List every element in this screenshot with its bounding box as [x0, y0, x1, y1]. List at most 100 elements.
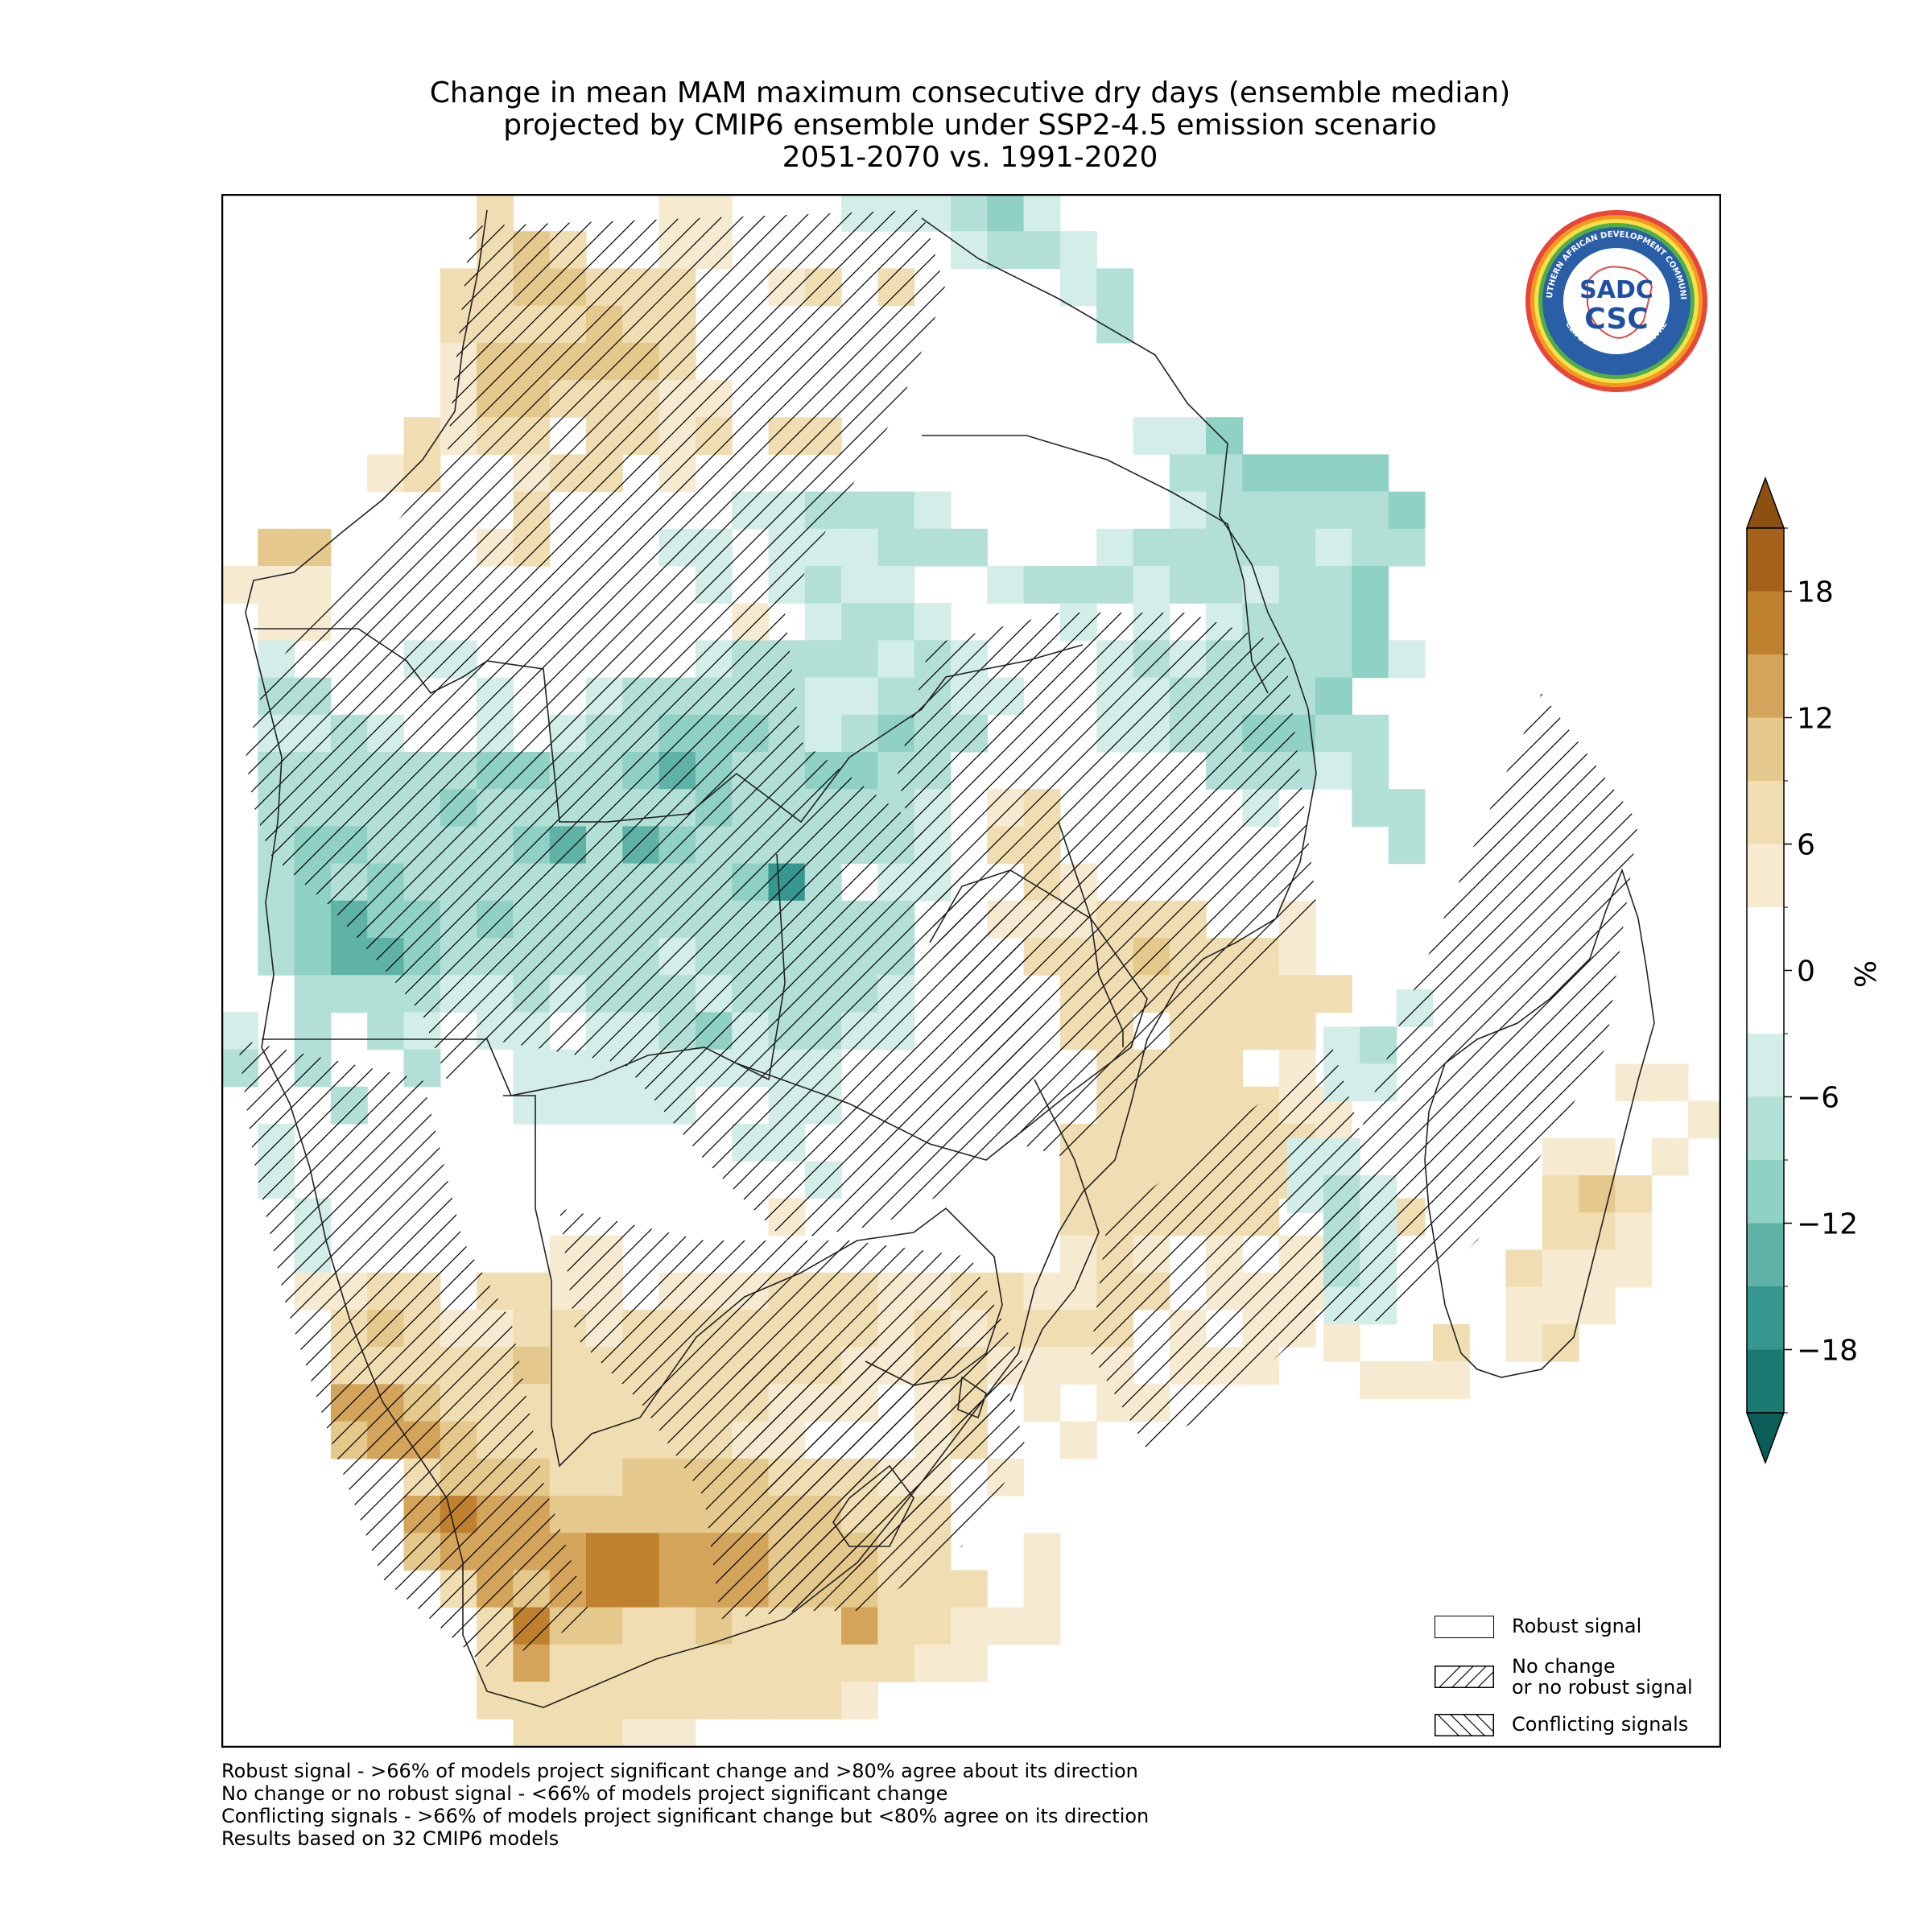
legend-swatch-no-change	[1435, 1666, 1494, 1688]
heatmap-cell	[294, 900, 332, 939]
heatmap-cell	[294, 528, 332, 567]
heatmap-cell	[1396, 1361, 1434, 1399]
heatmap-cell	[1059, 1235, 1097, 1274]
heatmap-cell	[586, 1421, 623, 1459]
heatmap-cell	[1059, 268, 1097, 307]
heatmap-cell	[330, 938, 368, 976]
heatmap-cell	[1023, 1384, 1061, 1422]
heatmap-cell	[841, 1607, 878, 1645]
heatmap-cell	[804, 677, 842, 716]
colorbar-bin	[1747, 970, 1784, 1034]
hatching-layer	[237, 210, 1638, 1667]
heatmap-cell	[841, 491, 878, 530]
heatmap-cell	[1388, 640, 1426, 679]
heatmap-cell	[1388, 826, 1426, 865]
heatmap-cell	[877, 1644, 915, 1682]
heatmap-cell	[1023, 1607, 1061, 1645]
heatmap-cell	[1278, 975, 1316, 1013]
heatmap-cell	[1579, 1249, 1616, 1288]
heatmap-cell	[841, 1682, 878, 1719]
heatmap-cell	[1023, 1533, 1061, 1571]
heatmap-cell	[367, 1012, 405, 1051]
colorbar-tick-label: 18	[1797, 576, 1834, 609]
heatmap-cell	[586, 1682, 623, 1719]
heatmap-cell	[951, 1644, 988, 1682]
heatmap-cell	[477, 1682, 514, 1719]
heatmap-cell	[1023, 1570, 1061, 1608]
colorbar-bin	[1747, 717, 1784, 782]
footnote-models: Results based on 32 CMIP6 models	[221, 1827, 559, 1850]
colorbar-bin	[1747, 781, 1784, 844]
heatmap-cell	[1352, 603, 1389, 641]
heatmap-cell	[987, 194, 1025, 232]
heatmap-cell	[258, 938, 295, 976]
heatmap-cell	[1096, 1161, 1134, 1199]
heatmap-cell	[1542, 1249, 1579, 1288]
heatmap-cell	[586, 1644, 623, 1682]
heatmap-cell	[1133, 417, 1170, 455]
colorbar-bins	[1745, 476, 1785, 1465]
heatmap-cell	[1169, 454, 1207, 493]
heatmap-cell	[1352, 454, 1389, 493]
heatmap-cell	[1352, 528, 1389, 567]
heatmap-cell	[987, 566, 1025, 604]
colorbar-bin	[1747, 1349, 1784, 1414]
heatmap-cell	[1242, 1012, 1280, 1051]
heatmap-cell	[658, 1682, 696, 1719]
heatmap-cell	[1169, 566, 1207, 604]
heatmap-cell	[1278, 528, 1316, 567]
title-line-3: 2051-2070 vs. 1991-2020	[782, 141, 1158, 174]
heatmap-cell	[768, 1644, 806, 1682]
hatched-region	[1091, 1047, 1381, 1450]
heatmap-cell	[914, 1644, 952, 1682]
heatmap-cell	[1542, 1323, 1579, 1362]
heatmap-cell	[622, 1719, 660, 1748]
heatmap-cell	[1278, 566, 1316, 604]
heatmap-cell	[1206, 528, 1243, 567]
heatmap-cell	[586, 1086, 623, 1125]
heatmap-cell	[804, 1607, 842, 1645]
colorbar-bin	[1747, 1096, 1784, 1161]
heatmap-cell	[914, 491, 952, 530]
heatmap-cell	[804, 640, 842, 679]
heatmap-cell	[732, 1644, 770, 1682]
heatmap-cell	[1133, 566, 1170, 604]
heatmap-cell	[1688, 1100, 1721, 1139]
heatmap-cell	[1505, 1249, 1543, 1288]
hatched-region	[237, 1039, 592, 1667]
heatmap-cell	[804, 714, 842, 753]
heatmap-cell	[1352, 789, 1389, 827]
colorbar-bin	[1747, 654, 1784, 718]
colorbar-extend-min	[1745, 1412, 1785, 1465]
heatmap-cell	[877, 603, 915, 641]
colorbar-unit-label: %	[1850, 960, 1883, 988]
heatmap-cell	[1096, 528, 1134, 567]
chart-title: Change in mean MAM maximum consecutive d…	[221, 77, 1719, 174]
heatmap-cell	[294, 566, 332, 604]
colorbar-bin	[1747, 591, 1784, 655]
colorbar-bin	[1747, 528, 1784, 592]
heatmap-cell	[622, 1607, 660, 1645]
heatmap-cell	[1505, 1323, 1543, 1362]
heatmap-cell	[1352, 491, 1389, 530]
heatmap-cell	[258, 900, 295, 939]
logo-mark-2: CSC	[1584, 303, 1648, 336]
heatmap-cell	[258, 528, 295, 567]
heatmap-cell	[877, 677, 915, 716]
heatmap-cell	[658, 1496, 696, 1534]
heatmap-cell	[914, 1570, 952, 1608]
heatmap-cell	[1242, 491, 1280, 530]
heatmap-cell	[1169, 528, 1207, 567]
heatmap-cell	[841, 1644, 878, 1682]
legend-label-no-change-2: or no robust signal	[1512, 1676, 1693, 1699]
heatmap-cell	[1315, 640, 1352, 679]
heatmap-cell	[1096, 566, 1134, 604]
heatmap-cell	[1615, 1249, 1653, 1288]
heatmap-cell	[841, 714, 878, 753]
footnote-robust: Robust signal - >66% of models project s…	[221, 1760, 1138, 1782]
heatmap-cell	[1023, 231, 1061, 269]
logo-mark-1: SADC	[1579, 276, 1653, 304]
legend-label-robust: Robust signal	[1512, 1615, 1642, 1637]
border-line	[254, 628, 1084, 824]
heatmap-cell	[1615, 1175, 1653, 1213]
